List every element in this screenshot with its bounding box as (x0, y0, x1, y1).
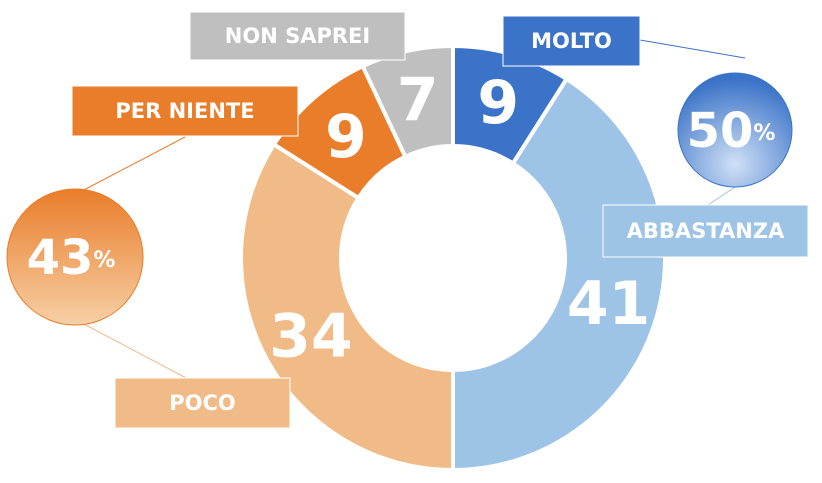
connectors (79, 39, 746, 381)
total-label: 43% (27, 230, 116, 286)
segment-value-label: 41 (567, 269, 651, 339)
category-label: MOLTO (531, 29, 612, 53)
category-box (114, 377, 291, 429)
donut-segment (451, 76, 667, 473)
segment-value-label: 34 (269, 302, 353, 372)
connector (704, 186, 736, 208)
segment-value-label: 9 (325, 102, 367, 172)
category-label: ABBASTANZA (627, 219, 785, 243)
donut-segment (239, 141, 455, 473)
category-box (189, 11, 406, 61)
category-box (71, 85, 299, 137)
total-bubble (6, 188, 144, 326)
connector (79, 321, 191, 381)
total-bubble (677, 72, 793, 188)
category-box (502, 15, 641, 67)
total-value: 43 (27, 230, 94, 286)
total-unit: % (753, 121, 775, 146)
total-unit: % (93, 248, 115, 273)
connector (639, 39, 746, 59)
category-label: PER NIENTE (115, 99, 254, 123)
segment-value-label: 7 (397, 65, 439, 135)
total-label: 50% (687, 103, 776, 159)
category-box (602, 204, 809, 258)
connector (79, 136, 186, 193)
category-label: POCO (169, 391, 236, 415)
segment-value-label: 9 (477, 68, 519, 138)
category-label: NON SAPREI (225, 24, 370, 48)
total-value: 50 (687, 103, 754, 159)
